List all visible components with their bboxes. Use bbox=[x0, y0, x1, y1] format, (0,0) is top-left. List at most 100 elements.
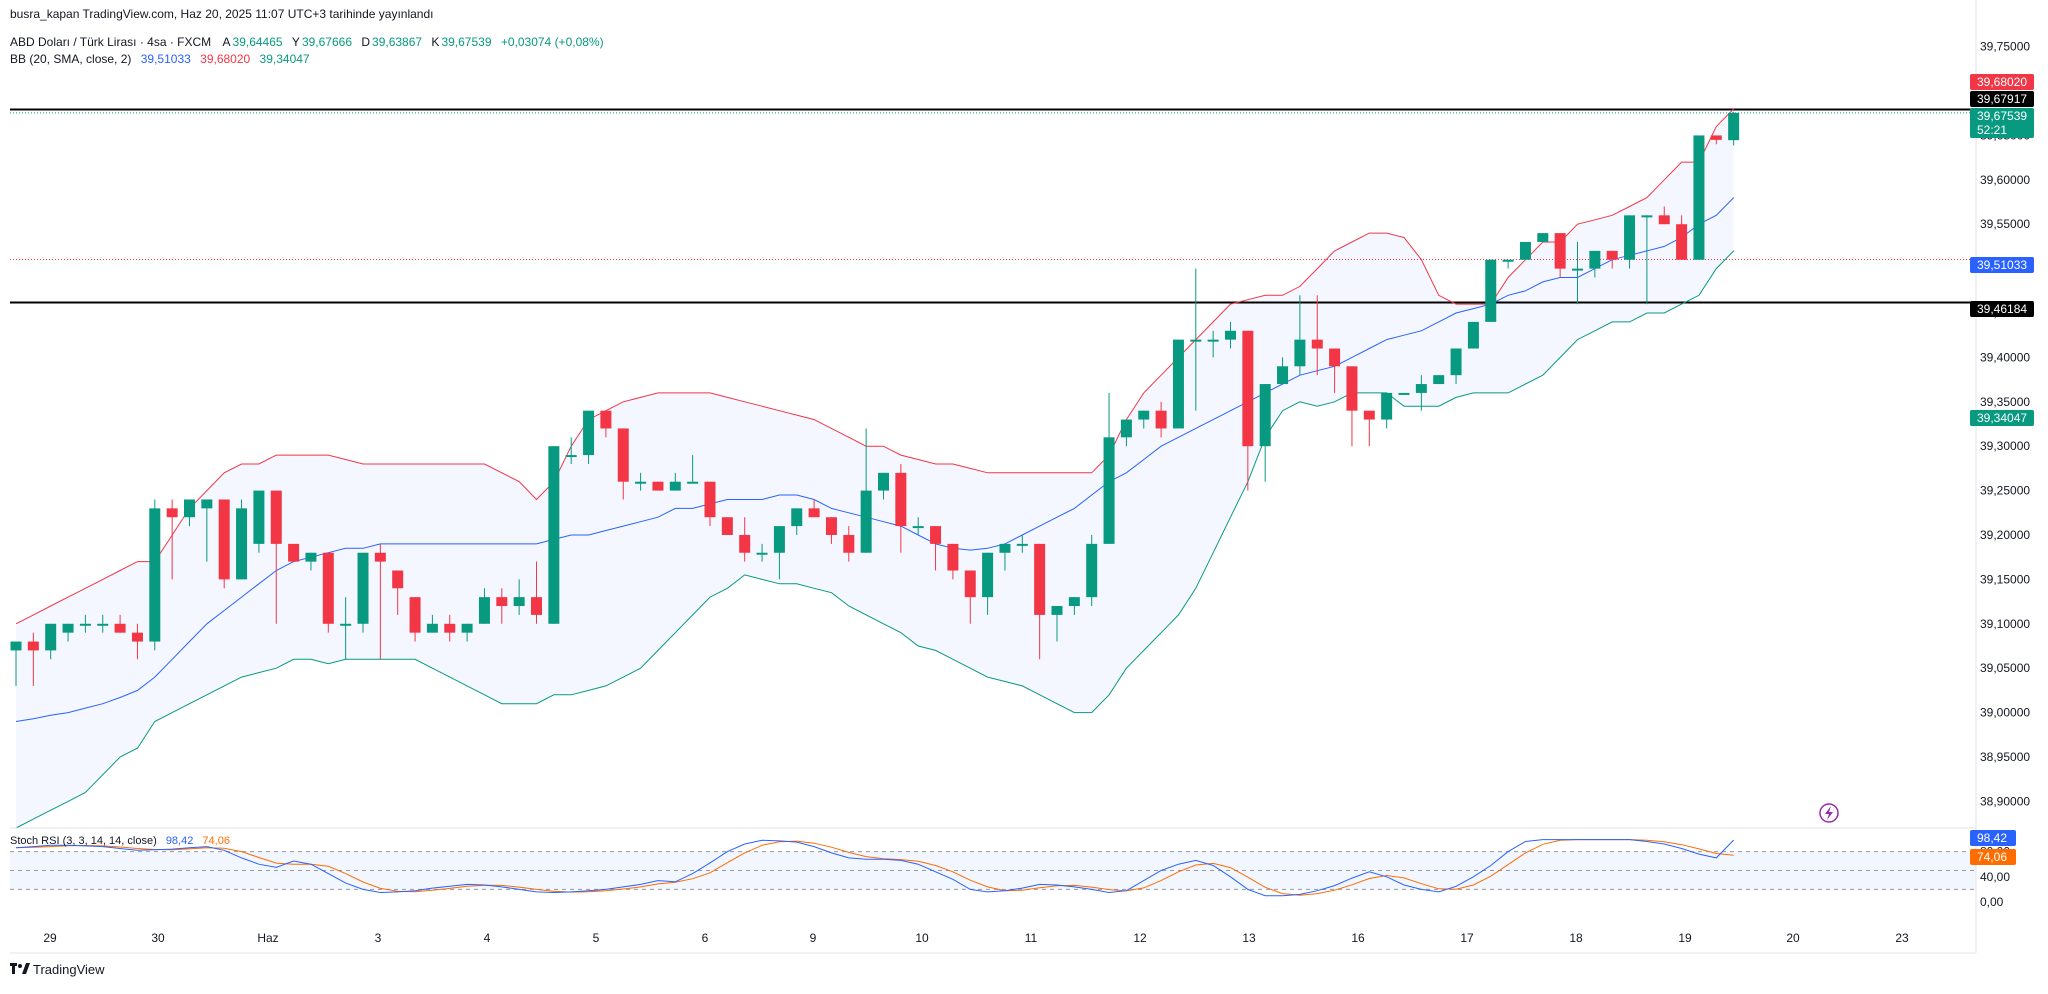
candle bbox=[27, 632, 39, 686]
candle-body bbox=[513, 597, 525, 607]
candle-body bbox=[1537, 233, 1549, 242]
candle bbox=[617, 428, 629, 500]
candle bbox=[843, 526, 855, 562]
bollinger-lines-layer bbox=[15, 108, 1735, 829]
price-badge-label: 39,68020 bbox=[1977, 75, 2027, 89]
candle-body bbox=[1311, 339, 1323, 349]
candle-body bbox=[1381, 392, 1393, 420]
candle-body bbox=[409, 597, 421, 633]
candle bbox=[704, 481, 716, 527]
candle bbox=[392, 570, 404, 615]
candle-body bbox=[565, 455, 577, 458]
candle bbox=[1346, 366, 1358, 447]
candles-layer bbox=[10, 111, 1740, 686]
candle-body bbox=[1207, 339, 1219, 342]
candle bbox=[1207, 330, 1219, 358]
candle bbox=[548, 446, 560, 624]
candle-body bbox=[1502, 259, 1514, 262]
tradingview-logo[interactable]: TradingView bbox=[10, 962, 105, 977]
candle bbox=[10, 641, 22, 686]
ohlc-open: 39,64465 bbox=[232, 35, 283, 49]
candle bbox=[1589, 250, 1601, 278]
candle bbox=[930, 526, 942, 571]
candle-body bbox=[253, 490, 265, 544]
candle bbox=[1554, 233, 1566, 278]
candle bbox=[1277, 357, 1289, 385]
candle-body bbox=[1155, 410, 1167, 429]
stoch-legend[interactable]: Stoch RSI (3, 3, 14, 14, close) 98,42 74… bbox=[10, 835, 232, 847]
candle bbox=[513, 579, 525, 615]
candle-body bbox=[114, 623, 126, 633]
candle bbox=[1068, 597, 1080, 615]
ohlc-close-label: K bbox=[431, 35, 440, 49]
candle bbox=[1624, 215, 1636, 269]
candle-body bbox=[1693, 135, 1705, 260]
candle-body bbox=[652, 481, 664, 491]
time-tick-label: 12 bbox=[1133, 931, 1147, 945]
candle bbox=[288, 543, 300, 562]
time-tick-label: 4 bbox=[484, 931, 491, 945]
candle-body bbox=[288, 543, 300, 562]
stoch-badge-label: 98,42 bbox=[1977, 831, 2007, 845]
time-tick-label: 11 bbox=[1025, 931, 1038, 945]
candle-body bbox=[930, 526, 942, 544]
candle bbox=[860, 428, 872, 553]
candle-body bbox=[236, 508, 248, 580]
candle-body bbox=[166, 508, 178, 518]
candle-body bbox=[1624, 215, 1636, 260]
candle-body bbox=[687, 481, 699, 484]
time-tick-label: 9 bbox=[810, 931, 817, 945]
candle bbox=[825, 517, 837, 544]
candle-body bbox=[1190, 339, 1202, 342]
candle-body bbox=[531, 597, 542, 615]
price-badge-label: 39,34047 bbox=[1977, 411, 2027, 425]
candle bbox=[1728, 111, 1740, 146]
price-tick-label: 39,75000 bbox=[1980, 40, 2030, 54]
ohlc-low: 39,63867 bbox=[372, 35, 423, 49]
candle bbox=[1485, 259, 1497, 322]
candle-body bbox=[1641, 215, 1653, 218]
candle-body bbox=[184, 499, 195, 518]
price-tick-label: 39,15000 bbox=[1980, 572, 2030, 586]
price-badge-level bbox=[1970, 91, 2034, 107]
stoch-d-value: 74,06 bbox=[202, 835, 230, 847]
candle bbox=[721, 517, 733, 535]
stoch-k-value: 98,42 bbox=[165, 835, 194, 847]
candle-body bbox=[721, 517, 733, 535]
lightning-icon[interactable] bbox=[1819, 803, 1839, 823]
candle bbox=[1190, 268, 1202, 411]
candle bbox=[1467, 321, 1479, 349]
price-badge-bb_basis bbox=[1970, 257, 2034, 273]
symbol-title[interactable]: ABD Doları / Türk Lirası · 4sa · FXCM bbox=[10, 35, 212, 49]
candle bbox=[1415, 375, 1427, 411]
candle-body bbox=[843, 534, 855, 553]
candle bbox=[1086, 534, 1098, 607]
axes-layer: 39,7500039,6500039,6000039,5500039,45000… bbox=[10, 0, 2030, 954]
price-tick-label: 39,35000 bbox=[1980, 395, 2030, 409]
candle-body bbox=[131, 632, 143, 642]
price-tick-label: 38,90000 bbox=[1980, 794, 2030, 808]
time-tick-label: 3 bbox=[375, 931, 382, 945]
candle-body bbox=[1572, 268, 1583, 271]
price-badge-label: 39,51033 bbox=[1977, 258, 2027, 272]
candle bbox=[982, 552, 994, 615]
candle-body bbox=[635, 481, 647, 484]
time-tick-label: 17 bbox=[1460, 931, 1474, 945]
bb-legend[interactable]: BB (20, SMA, close, 2) 39,51033 39,68020… bbox=[10, 52, 312, 66]
tradingview-logo-text: TradingView bbox=[33, 962, 105, 977]
candle-body bbox=[357, 552, 369, 624]
price-tick-label: 39,55000 bbox=[1980, 217, 2030, 231]
candle bbox=[1242, 330, 1254, 491]
candle-body bbox=[947, 543, 959, 571]
bollinger-upper-line bbox=[15, 108, 1735, 625]
candle-body bbox=[860, 490, 872, 553]
price-badge-price bbox=[1970, 108, 2034, 138]
candle-body bbox=[340, 623, 352, 626]
candle-body bbox=[999, 543, 1011, 553]
time-tick-label: 6 bbox=[702, 931, 709, 945]
candle-body bbox=[1086, 543, 1098, 598]
